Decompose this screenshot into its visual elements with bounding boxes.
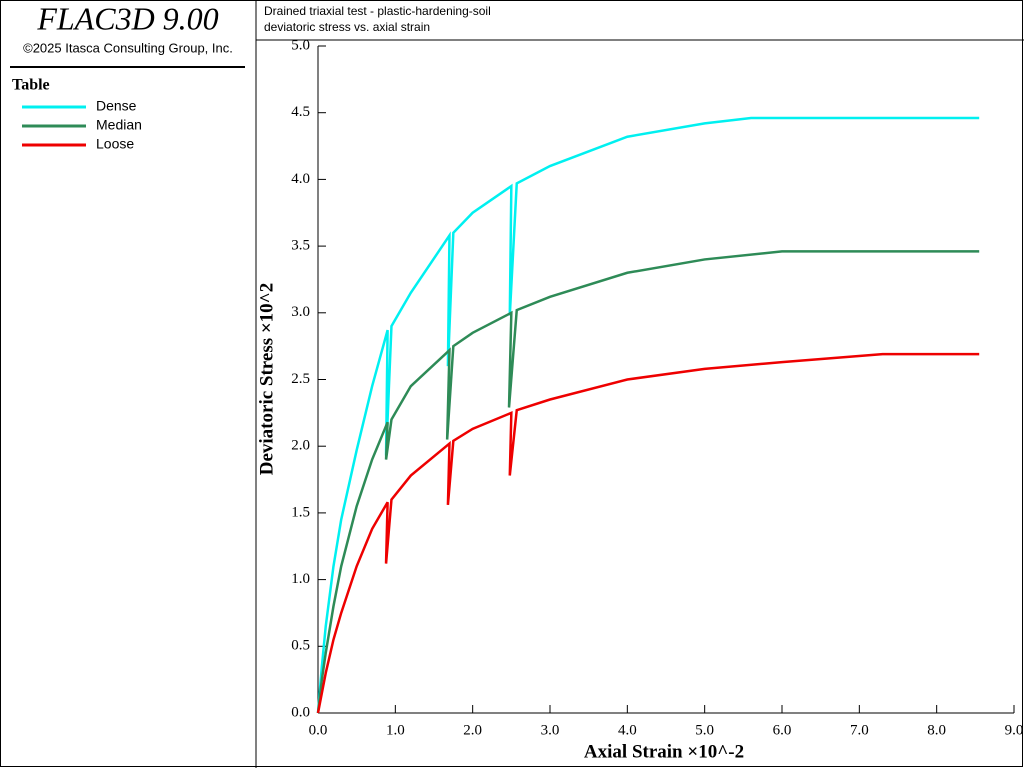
x-tick-label: 2.0 bbox=[463, 722, 482, 738]
x-tick-label: 9.0 bbox=[1005, 722, 1024, 738]
chart-title: Drained triaxial test - plastic-hardenin… bbox=[264, 4, 491, 18]
series-line bbox=[316, 250, 980, 714]
x-tick-label: 0.0 bbox=[309, 722, 328, 738]
x-tick-label: 7.0 bbox=[850, 722, 869, 738]
chart-subtitle: deviatoric stress vs. axial strain bbox=[264, 20, 430, 34]
legend-label: Dense bbox=[96, 98, 137, 114]
y-tick-label: 5.0 bbox=[291, 37, 310, 53]
y-axis-label: Deviatoric Stress ×10^2 bbox=[256, 283, 277, 475]
x-axis-label: Axial Strain ×10^-2 bbox=[584, 741, 744, 762]
app-title: FLAC3D 9.00 bbox=[36, 0, 218, 36]
y-tick-label: 2.0 bbox=[291, 438, 310, 454]
x-tick-label: 1.0 bbox=[386, 722, 405, 738]
y-tick-label: 0.0 bbox=[291, 704, 310, 720]
y-tick-label: 2.5 bbox=[291, 371, 310, 387]
y-tick-label: 3.0 bbox=[291, 304, 310, 320]
x-tick-label: 5.0 bbox=[695, 722, 714, 738]
copyright: ©2025 Itasca Consulting Group, Inc. bbox=[23, 40, 233, 55]
y-tick-label: 4.5 bbox=[291, 104, 310, 120]
x-tick-label: 8.0 bbox=[927, 722, 946, 738]
y-tick-label: 3.5 bbox=[291, 238, 310, 254]
x-tick-label: 6.0 bbox=[773, 722, 792, 738]
y-tick-label: 1.0 bbox=[291, 571, 310, 587]
legend-label: Median bbox=[96, 117, 142, 133]
y-tick-label: 1.5 bbox=[291, 504, 310, 520]
legend-title: Table bbox=[12, 77, 50, 94]
series-line bbox=[316, 352, 980, 714]
legend-label: Loose bbox=[96, 136, 134, 152]
y-tick-label: 0.5 bbox=[291, 638, 310, 654]
y-tick-label: 4.0 bbox=[291, 171, 310, 187]
x-tick-label: 4.0 bbox=[618, 722, 637, 738]
x-tick-label: 3.0 bbox=[541, 722, 560, 738]
series-line bbox=[316, 116, 980, 714]
